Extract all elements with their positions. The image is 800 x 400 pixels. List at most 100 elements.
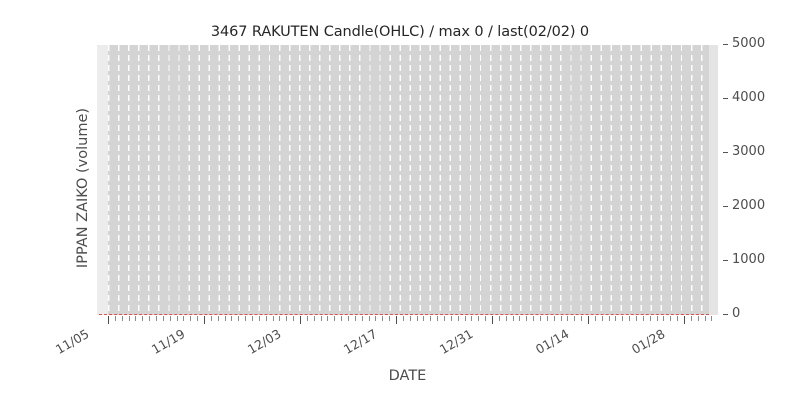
- x-tick-minor: [711, 316, 713, 321]
- x-tick-minor: [114, 316, 116, 321]
- x-tick-minor: [389, 316, 391, 321]
- x-tick-minor: [409, 316, 411, 321]
- x-tick-minor: [231, 316, 233, 321]
- x-tick-minor: [334, 316, 336, 321]
- x-axis-ticks: [97, 316, 718, 324]
- x-tick-minor: [313, 316, 315, 321]
- x-tick-minor: [416, 316, 418, 321]
- y-tick-mark: [723, 98, 728, 99]
- x-tick-minor: [286, 316, 288, 321]
- x-tick-minor: [423, 316, 425, 321]
- x-tick-minor: [601, 316, 603, 321]
- x-tick-minor: [450, 316, 452, 321]
- y-axis-label: IPPAN ZAIKO (volume): [75, 107, 91, 269]
- x-tick-minor: [430, 316, 432, 321]
- x-tick-minor: [320, 316, 322, 321]
- x-tick-major: [108, 316, 109, 324]
- y-tick-mark: [723, 206, 728, 207]
- x-tick-minor: [149, 316, 151, 321]
- x-tick-minor: [156, 316, 157, 321]
- y-tick-label: 1000: [732, 252, 766, 267]
- x-tick-minor: [245, 316, 247, 321]
- x-tick-minor: [197, 316, 199, 321]
- x-tick-major: [204, 316, 205, 324]
- y-tick-mark: [723, 152, 728, 153]
- x-tick-minor: [162, 316, 164, 321]
- x-tick-minor: [183, 316, 185, 321]
- x-axis-label: DATE: [388, 368, 427, 384]
- x-tick-minor: [443, 316, 445, 321]
- x-tick-major: [683, 316, 685, 324]
- x-tick-minor: [210, 316, 212, 321]
- x-tick-minor: [690, 316, 692, 321]
- x-tick-minor: [594, 316, 596, 321]
- chart-title: 3467 RAKUTEN Candle(OHLC) / max 0 / last…: [210, 24, 590, 40]
- x-tick-minor: [368, 316, 370, 321]
- x-tick-minor: [341, 316, 343, 321]
- x-tick-label: 12/17: [340, 326, 380, 358]
- x-tick-minor: [498, 316, 500, 321]
- x-tick-minor: [375, 316, 377, 321]
- x-tick-minor: [176, 316, 178, 321]
- x-tick-minor: [478, 316, 480, 321]
- x-tick-minor: [293, 316, 295, 321]
- x-tick-minor: [608, 316, 610, 321]
- x-tick-minor: [402, 316, 404, 321]
- x-tick-minor: [649, 316, 651, 321]
- x-tick-minor: [560, 316, 562, 321]
- x-tick-minor: [546, 316, 548, 321]
- x-tick-major: [395, 316, 397, 324]
- x-tick-minor: [258, 316, 260, 321]
- x-tick-minor: [306, 316, 308, 321]
- x-tick-major: [491, 316, 493, 324]
- x-tick-minor: [361, 316, 363, 321]
- series-line-ippan-zaiko: [99, 314, 709, 315]
- y-tick-mark: [723, 44, 728, 45]
- y-tick-mark: [723, 314, 728, 315]
- x-tick-minor: [252, 316, 253, 321]
- x-tick-minor: [169, 316, 171, 321]
- x-tick-minor: [512, 316, 514, 321]
- x-tick-minor: [457, 316, 459, 321]
- x-tick-label: 12/03: [244, 326, 284, 358]
- x-tick-minor: [581, 316, 583, 321]
- x-tick-major: [587, 316, 589, 324]
- x-tick-minor: [135, 316, 137, 321]
- x-tick-label: 11/05: [52, 326, 92, 358]
- x-tick-minor: [505, 316, 507, 321]
- x-tick-minor: [224, 316, 226, 321]
- y-tick-label: 2000: [732, 198, 766, 213]
- x-tick-minor: [128, 316, 130, 321]
- x-tick-major: [300, 316, 301, 324]
- x-tick-minor: [533, 316, 535, 321]
- x-tick-minor: [670, 316, 672, 321]
- x-tick-minor: [382, 316, 384, 321]
- x-tick-minor: [190, 316, 192, 321]
- x-tick-minor: [615, 316, 617, 321]
- x-tick-label: 01/14: [532, 326, 572, 358]
- y-tick-label: 5000: [732, 36, 766, 51]
- x-tick-minor: [704, 316, 706, 321]
- x-tick-minor: [464, 316, 466, 321]
- x-tick-minor: [437, 316, 439, 321]
- x-tick-minor: [663, 316, 665, 321]
- x-tick-minor: [642, 316, 644, 321]
- x-tick-minor: [677, 316, 679, 321]
- x-tick-minor: [121, 316, 123, 321]
- x-tick-minor: [539, 316, 541, 321]
- x-tick-minor: [238, 316, 240, 321]
- plot-area[interactable]: [97, 45, 718, 315]
- x-tick-minor: [629, 316, 631, 321]
- y-tick-mark: [723, 260, 728, 261]
- x-tick-minor: [347, 316, 349, 321]
- plot-right-margin: [709, 45, 718, 315]
- x-tick-minor: [656, 316, 658, 321]
- vertical-gridlines: [108, 45, 709, 315]
- x-tick-minor: [265, 316, 267, 321]
- x-tick-minor: [471, 316, 473, 321]
- x-tick-minor: [635, 316, 637, 321]
- x-tick-minor: [574, 316, 576, 321]
- x-tick-minor: [142, 316, 144, 321]
- y-tick-label: 0: [732, 306, 741, 321]
- x-tick-minor: [553, 316, 555, 321]
